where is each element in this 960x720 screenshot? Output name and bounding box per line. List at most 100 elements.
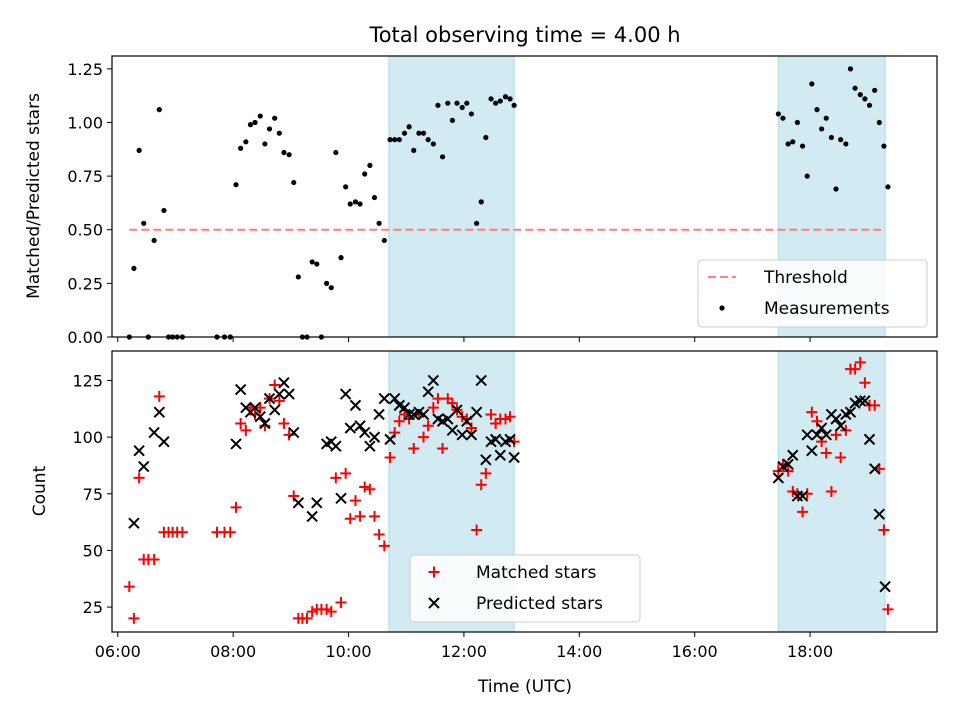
bottom-x-tick-label-1: 08:00: [210, 642, 256, 661]
top-dot-point-71: [502, 94, 509, 100]
bottom-plus-point-64: [465, 422, 477, 434]
top-dot-point-1: [131, 265, 137, 271]
bottom-x-point-36: [388, 392, 401, 405]
top-dot-point-23: [272, 115, 278, 121]
top-dot-point-15: [233, 182, 239, 188]
bottom-x-point-70: [811, 429, 823, 441]
top-dot-point-73: [511, 102, 517, 108]
bottom-x-point-2: [138, 460, 150, 473]
top-dot-point-67: [483, 134, 489, 141]
bottom-plus-point-49: [393, 415, 405, 427]
bottom-plus-point-17: [240, 424, 252, 436]
bottom-plus-point-2: [133, 472, 145, 484]
bottom-x-point-52: [465, 429, 478, 441]
bottom-x-point-81: [863, 433, 876, 446]
bottom-x-point-65: [787, 449, 799, 461]
top-dot-point-81: [809, 81, 815, 87]
bottom-plus-point-39: [344, 513, 356, 525]
top-dot-point-43: [367, 162, 373, 168]
bottom-x-point-13: [263, 392, 276, 405]
top-dot-point-25: [281, 149, 287, 156]
top-legend-label-1: Measurements: [764, 299, 890, 319]
bottom-x-point-21: [311, 497, 323, 509]
top-dot-point-56: [430, 141, 436, 147]
bottom-x-point-0: [128, 517, 140, 529]
bottom-x-point-31: [364, 440, 376, 452]
top-dot-point-36: [333, 149, 339, 156]
top-dot-point-61: [454, 100, 460, 106]
bottom-x-point-55: [480, 454, 492, 466]
top-dot-point-2: [136, 147, 142, 153]
bottom-x-point-6: [230, 438, 242, 450]
top-dot-point-3: [141, 220, 147, 226]
bottom-x-tick-label-4: 14:00: [556, 642, 602, 661]
bottom-x-tick-label-2: 10:00: [325, 642, 371, 661]
bottom-x-point-62: [772, 472, 785, 484]
bottom-x-point-80: [859, 395, 871, 407]
top-dot-point-68: [488, 96, 494, 102]
bottom-y-tick-label-0: 25: [83, 598, 103, 617]
bottom-legend-label-0: Matched stars: [476, 563, 596, 583]
top-dot-point-49: [396, 137, 402, 143]
bottom-plus-point-15: [230, 501, 242, 513]
top-dot-point-90: [852, 85, 858, 91]
top-y-tick-label-5: 1.25: [67, 60, 103, 79]
bottom-x-point-64: [782, 458, 794, 471]
bottom-plus-point-68: [485, 408, 497, 420]
top-dot-point-97: [885, 184, 891, 190]
top-dot-point-80: [804, 173, 810, 179]
bottom-x-point-44: [427, 374, 440, 387]
bottom-x-point-27: [344, 422, 356, 434]
bottom-x-point-12: [259, 417, 271, 430]
top-dot-point-47: [387, 137, 393, 143]
bottom-x-point-20: [306, 510, 318, 523]
bottom-x-point-66: [791, 490, 804, 502]
legend-measurements-handle: [719, 305, 725, 311]
top-dot-point-17: [243, 139, 249, 145]
top-dot-point-79: [799, 143, 806, 149]
top-dot-point-88: [843, 141, 849, 147]
bottom-plus-point-46: [378, 540, 390, 552]
top-dot-point-32: [314, 261, 320, 267]
top-dot-point-82: [814, 107, 820, 113]
bottom-x-point-71: [815, 422, 828, 434]
bottom-plus-point-90: [849, 363, 861, 375]
top-dot-point-58: [439, 154, 446, 160]
top-dot-point-75: [780, 115, 786, 121]
bottom-x-point-83: [873, 508, 886, 520]
bottom-x-point-16: [278, 377, 290, 389]
bottom-plus-point-40: [349, 495, 361, 507]
bottom-x-point-29: [354, 420, 366, 432]
top-dot-point-21: [262, 141, 268, 147]
top-dot-point-27: [291, 179, 297, 186]
bottom-x-point-43: [422, 386, 434, 398]
top-dot-point-70: [497, 98, 503, 104]
bottom-x-tick-label-5: 16:00: [672, 642, 718, 661]
bottom-x-point-30: [358, 426, 371, 439]
bottom-x-point-17: [283, 388, 295, 400]
top-dot-point-64: [468, 111, 475, 117]
bottom-plus-point-36: [330, 472, 342, 484]
bottom-x-tick-label-6: 18:00: [787, 642, 833, 661]
bottom-x-point-67: [796, 490, 809, 502]
bottom-plus-point-37: [335, 597, 347, 609]
bottom-plus-point-65: [471, 524, 483, 536]
bottom-plus-point-20: [254, 402, 266, 414]
bottom-x-point-82: [868, 463, 881, 475]
bottom-x-tick-label-0: 06:00: [95, 642, 141, 661]
bottom-x-axis-label: Time (UTC): [477, 677, 572, 697]
bottom-plus-point-66: [475, 479, 487, 491]
top-dot-point-31: [309, 259, 315, 265]
bottom-x-point-39: [403, 408, 415, 421]
top-dot-point-85: [828, 134, 835, 141]
top-dot-point-7: [161, 207, 167, 214]
bottom-plus-point-81: [806, 406, 818, 418]
top-dot-point-26: [286, 152, 292, 158]
bottom-plus-point-41: [354, 510, 366, 522]
top-shaded-interval-0: [388, 55, 515, 338]
bottom-x-point-47: [442, 413, 454, 425]
legend-matched-handle: [428, 566, 440, 578]
bottom-x-point-38: [398, 401, 411, 414]
bottom-x-point-24: [330, 440, 342, 452]
